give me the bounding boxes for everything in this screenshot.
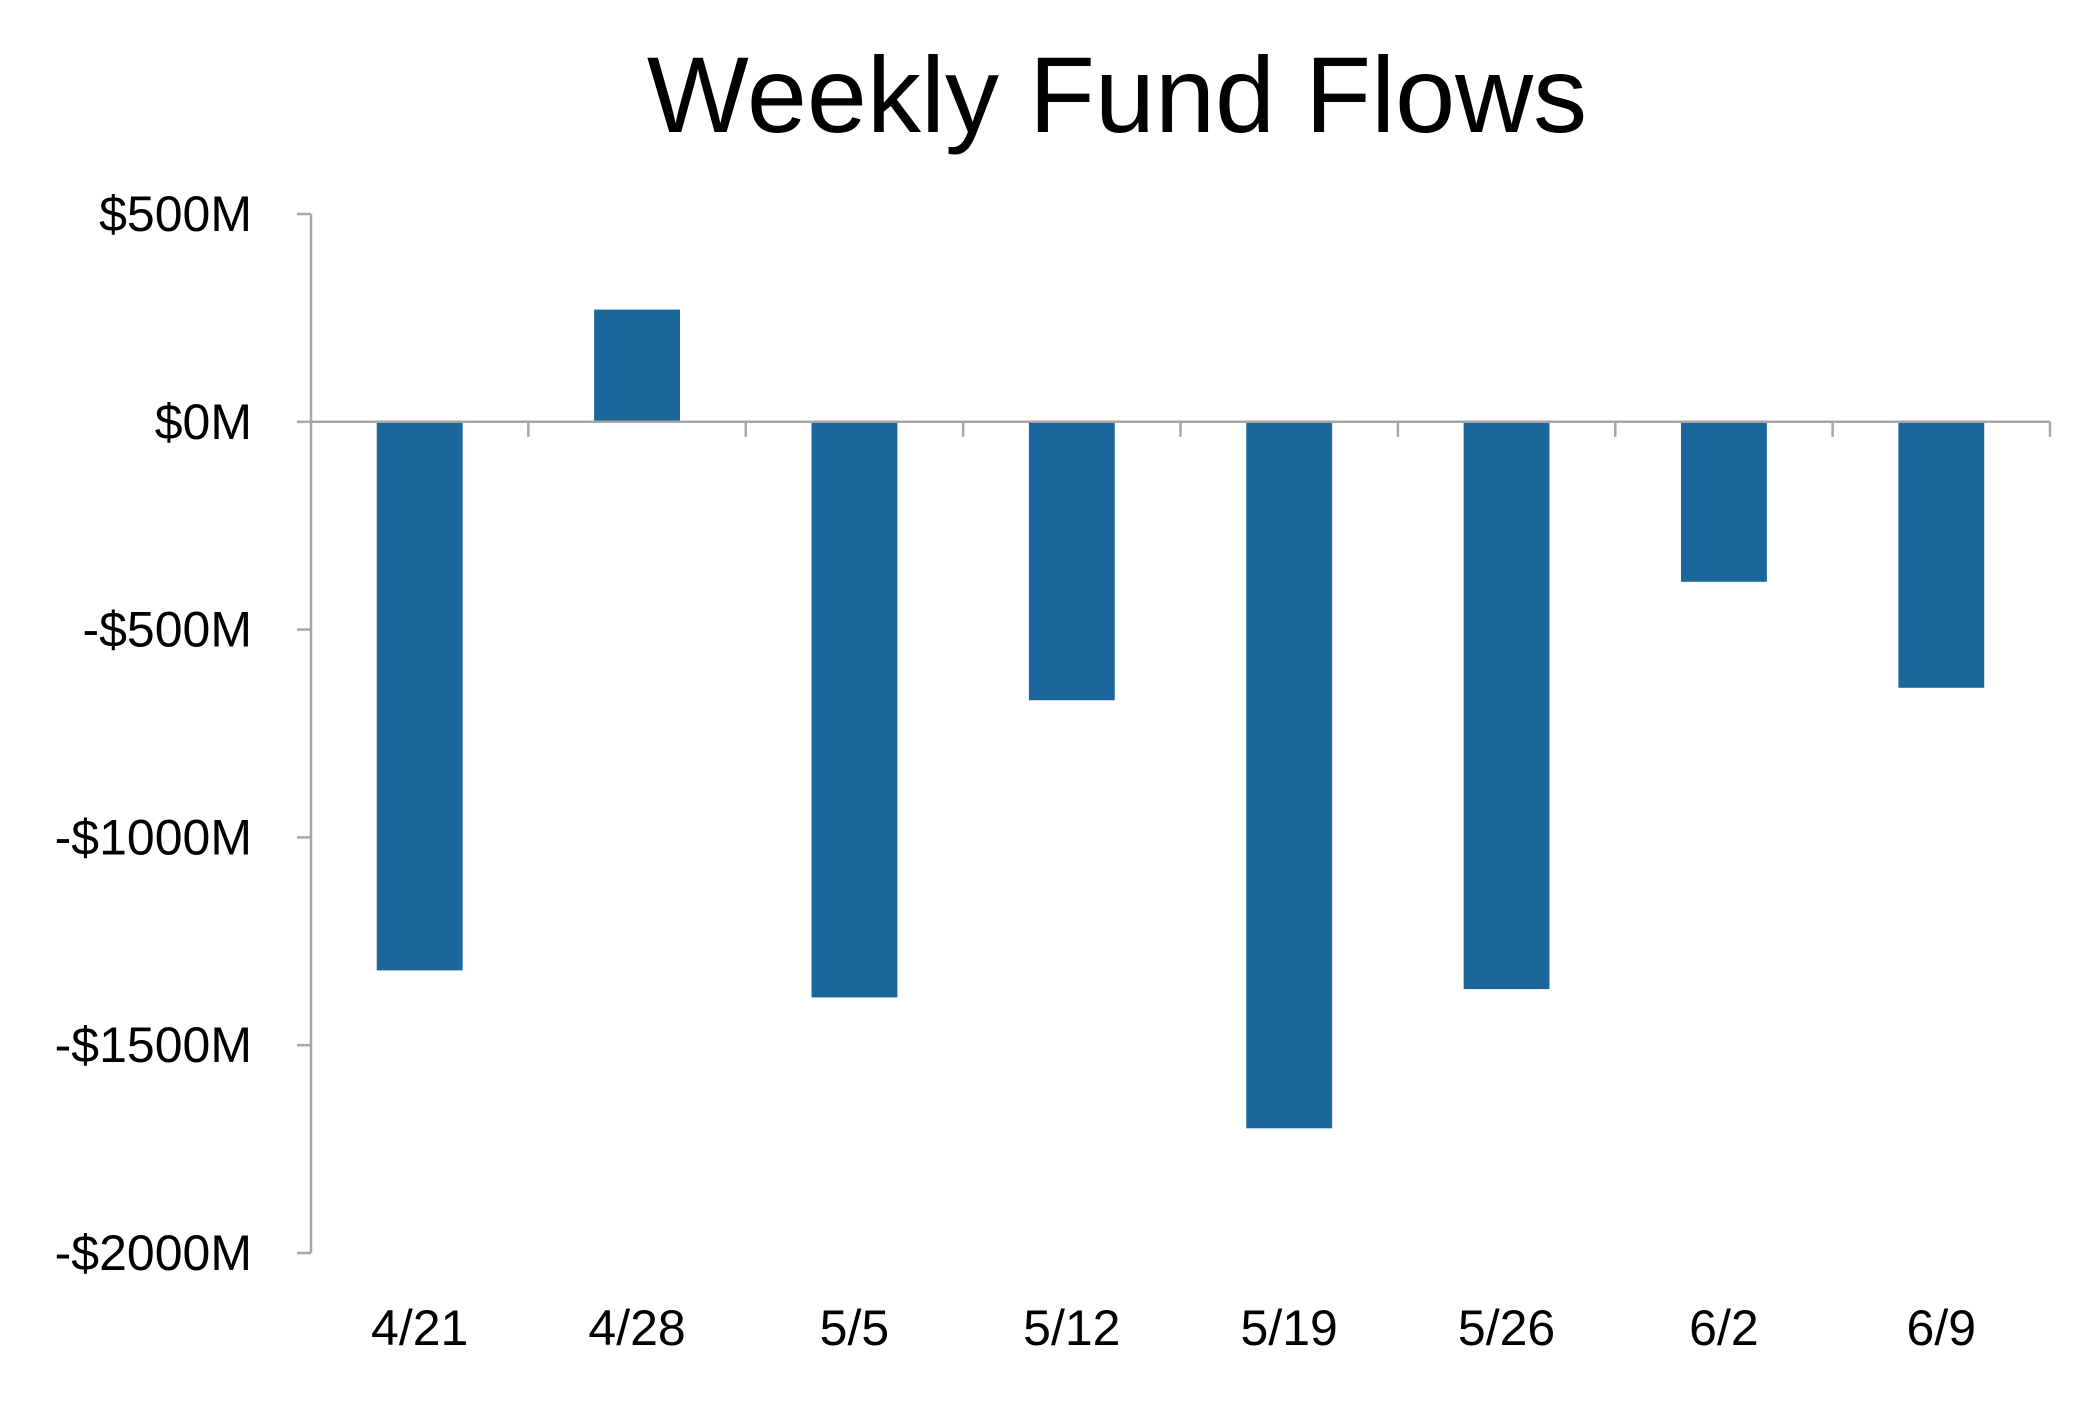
y-tick-label: -$1500M [55, 1017, 252, 1073]
chart-title: Weekly Fund Flows [647, 34, 1587, 155]
bar [1681, 421, 1767, 582]
y-tick-label: -$2000M [55, 1225, 252, 1281]
bar [1463, 421, 1550, 990]
x-tick-label: 5/5 [820, 1300, 890, 1356]
y-tick-label: -$1000M [55, 809, 252, 865]
bar [1028, 421, 1115, 701]
x-tick-label: 5/12 [1023, 1300, 1120, 1356]
x-tick-label: 5/19 [1241, 1300, 1338, 1356]
bar [376, 421, 463, 971]
x-axis: 4/21 4/28 5/5 5/12 5/19 5/26 6/2 6/9 [311, 420, 2052, 1356]
bars [376, 309, 1985, 1129]
bar [811, 421, 898, 998]
x-tick-label: 4/21 [371, 1300, 468, 1356]
y-tick-label: $500M [99, 186, 252, 242]
bar [1898, 421, 1985, 688]
x-tick-label: 6/9 [1907, 1300, 1977, 1356]
bar [594, 309, 680, 422]
y-tick-label: $0M [155, 394, 252, 450]
x-tick-label: 6/2 [1689, 1300, 1759, 1356]
y-axis: $500M $0M -$500M -$1000M -$1500M -$2000M [55, 186, 313, 1281]
bar [1246, 421, 1333, 1129]
x-tick-label: 5/26 [1458, 1300, 1555, 1356]
x-tick-label: 4/28 [588, 1300, 685, 1356]
y-tick-label: -$500M [82, 602, 252, 658]
